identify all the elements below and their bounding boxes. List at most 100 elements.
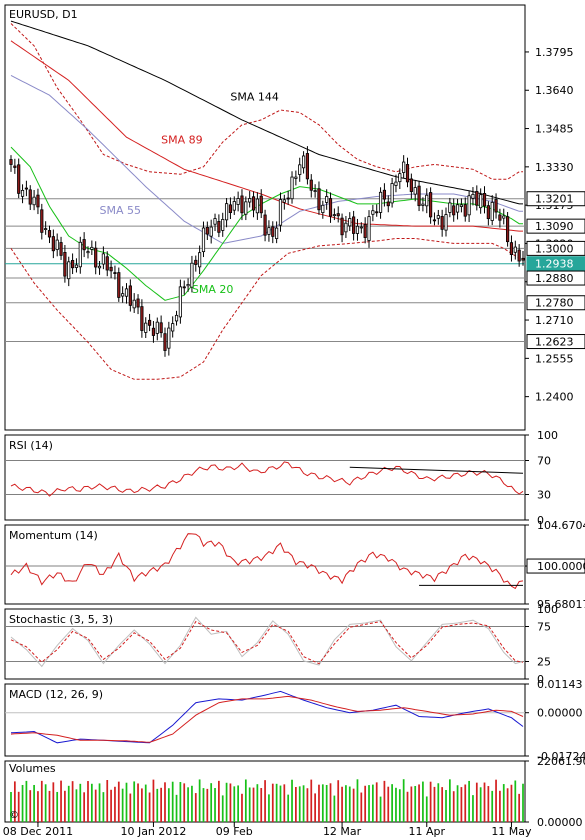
candle-body <box>32 196 36 206</box>
price-level-box <box>526 295 585 311</box>
candle-body <box>44 228 48 230</box>
candle-body <box>402 161 406 173</box>
y-tick-label: -0.01724 <box>537 750 585 763</box>
y-tick-label: 0.01143 <box>537 678 583 691</box>
candle-body <box>121 293 125 297</box>
copyright-icon: © <box>9 810 19 821</box>
candle-body <box>286 197 290 200</box>
candle-body <box>405 164 410 183</box>
candle-body <box>97 265 102 269</box>
candle-body <box>236 198 240 205</box>
trendline <box>349 466 524 474</box>
candle-body <box>494 199 498 213</box>
candle-body <box>20 189 25 197</box>
candle-body <box>36 194 40 208</box>
candle-body <box>498 214 502 221</box>
candle-body <box>305 153 310 180</box>
candle-body <box>352 216 356 234</box>
candle-body <box>263 214 267 236</box>
candle-body <box>294 176 298 179</box>
y-tick-label: 70 <box>537 455 551 468</box>
candle-body <box>452 205 456 216</box>
candle-body <box>78 241 82 268</box>
y-tick-label: 1.2710 <box>535 314 574 327</box>
candle-body <box>101 253 105 265</box>
candle-body <box>259 195 263 214</box>
indicator-series-line <box>10 461 524 497</box>
y-tick-label: 100 <box>537 603 558 616</box>
candle-body <box>167 327 171 349</box>
candle-body <box>74 264 79 268</box>
candle-body <box>140 306 144 331</box>
candle-body <box>506 216 510 243</box>
price-level-box <box>526 218 585 234</box>
candle-body <box>17 164 21 194</box>
candle-body <box>194 259 198 265</box>
y-tick-label: 75 <box>537 621 551 634</box>
y-tick-label: 25 <box>537 656 551 669</box>
candle-body <box>240 195 244 214</box>
y-tick-label: 1.3640 <box>535 84 574 97</box>
price-level-label: 1.3000 <box>535 242 574 255</box>
sma-annotation-label: SMA 20 <box>192 283 234 296</box>
candle-body <box>444 214 448 231</box>
candle-body <box>340 217 344 236</box>
candle-body <box>355 225 360 234</box>
indicator-title: MACD (12, 26, 9) <box>9 688 103 701</box>
candle-body <box>174 314 179 322</box>
y-tick-label: 95.68017 <box>537 598 585 611</box>
candle-body <box>275 227 279 239</box>
candle-body <box>55 239 59 250</box>
candle-body <box>90 246 94 250</box>
candle-body <box>205 227 209 235</box>
y-tick-label: 1.2400 <box>535 391 574 404</box>
candle-body <box>282 199 286 203</box>
x-tick-label: 11 Apr <box>408 825 445 838</box>
candle-body <box>467 195 471 216</box>
candle-body <box>363 223 367 238</box>
y-tick-label: 1.3485 <box>535 123 574 136</box>
candle-body <box>290 176 294 200</box>
candle-body <box>136 298 140 308</box>
candle-body <box>386 201 390 207</box>
panel-frame-1 <box>4 434 526 521</box>
candle-body <box>394 181 398 186</box>
candle-body <box>378 191 383 213</box>
indicator-title: RSI (14) <box>9 439 53 452</box>
candle-body <box>336 213 340 217</box>
candle-body <box>328 198 333 217</box>
candle-body <box>63 251 67 277</box>
candle-body <box>117 272 121 298</box>
candle-body <box>178 286 182 318</box>
price-level-box <box>526 240 585 256</box>
candle-body <box>471 193 475 199</box>
candle-body <box>132 299 136 309</box>
candle-body <box>313 190 317 192</box>
candle-body <box>371 210 375 215</box>
candle-body <box>251 196 256 211</box>
candle-body <box>417 185 421 207</box>
x-tick-label: 10 Jan 2012 <box>120 825 186 838</box>
candle-body <box>51 236 55 252</box>
indicator-series-line <box>10 620 524 665</box>
indicator-title: Volumes <box>9 762 56 775</box>
y-tick-label: 1.3795 <box>535 46 574 59</box>
price-level-label: 1.2880 <box>535 272 574 285</box>
candle-body <box>163 333 167 351</box>
candle-body <box>217 221 221 233</box>
y-tick-label: 100 <box>537 429 558 442</box>
candle-body <box>432 219 437 222</box>
y-tick-label: 0 <box>537 514 544 527</box>
price-level-label: 1.3090 <box>535 220 574 233</box>
candle-body <box>144 322 148 333</box>
candle-body <box>109 266 113 272</box>
candle-body <box>436 215 440 219</box>
candle-body <box>309 179 313 191</box>
y-tick-label: 0.00000 <box>537 707 583 720</box>
candle-body <box>448 202 452 213</box>
candle-body <box>201 227 206 253</box>
y-tick-label: 1.2555 <box>535 352 574 365</box>
y-tick-label: 30 <box>537 489 551 502</box>
band-upper-line <box>10 23 523 180</box>
